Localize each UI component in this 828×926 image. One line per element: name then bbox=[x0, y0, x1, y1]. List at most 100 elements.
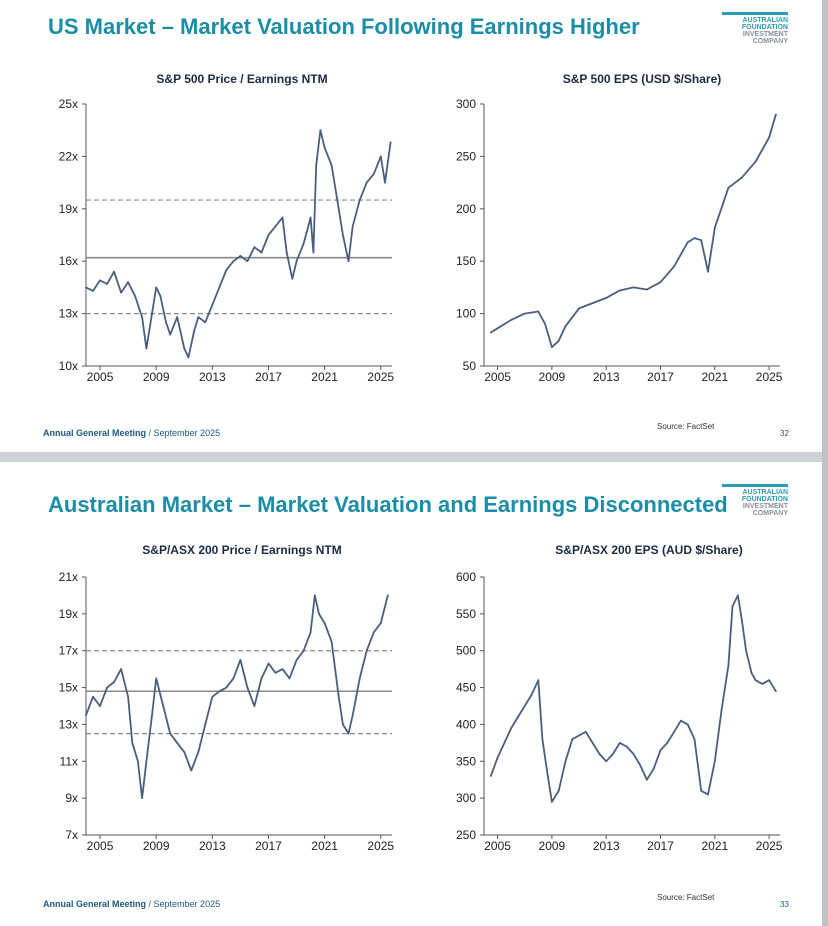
data-point bbox=[737, 594, 739, 597]
x-tick-label: 2009 bbox=[143, 370, 170, 384]
chart-title: S&P 500 Price / Earnings NTM bbox=[156, 72, 328, 86]
y-tick-label: 13x bbox=[59, 717, 78, 731]
x-tick-label: 2021 bbox=[311, 839, 338, 853]
data-point bbox=[578, 734, 580, 737]
data-point bbox=[578, 307, 580, 310]
data-point bbox=[323, 622, 326, 624]
data-point bbox=[523, 705, 526, 707]
data-point bbox=[537, 679, 540, 682]
data-point bbox=[341, 723, 344, 726]
data-point bbox=[612, 753, 614, 755]
y-tick-label: 11x bbox=[60, 754, 78, 768]
data-point bbox=[260, 677, 263, 680]
data-point bbox=[523, 312, 526, 315]
data-point bbox=[741, 176, 743, 179]
y-tick-label: 21x bbox=[59, 570, 78, 584]
data-point bbox=[330, 164, 333, 167]
data-point bbox=[225, 686, 228, 689]
data-point bbox=[169, 732, 172, 735]
data-point bbox=[323, 146, 326, 149]
data-point bbox=[768, 679, 771, 682]
data-point bbox=[750, 671, 753, 674]
data-point bbox=[351, 225, 354, 228]
data-point bbox=[131, 741, 134, 744]
y-tick-label: 100 bbox=[456, 307, 476, 321]
data-point bbox=[372, 631, 375, 634]
data-point bbox=[204, 321, 207, 324]
data-point bbox=[295, 260, 298, 263]
data-point bbox=[584, 730, 587, 733]
data-point bbox=[285, 251, 288, 254]
series-line bbox=[85, 129, 392, 359]
x-tick-label: 2005 bbox=[484, 370, 511, 384]
data-point bbox=[618, 289, 621, 292]
y-tick-label: 9x bbox=[65, 791, 78, 805]
data-point bbox=[183, 347, 186, 350]
y-tick-label: 300 bbox=[456, 97, 476, 111]
data-point bbox=[659, 281, 662, 284]
data-point bbox=[92, 695, 94, 698]
data-point bbox=[267, 662, 270, 665]
x-tick-label: 2025 bbox=[367, 839, 394, 853]
data-point bbox=[351, 714, 354, 717]
data-point bbox=[211, 695, 214, 698]
y-tick-label: 50 bbox=[463, 359, 477, 373]
data-point bbox=[239, 659, 242, 661]
y-tick-label: 150 bbox=[456, 254, 476, 268]
data-point bbox=[605, 296, 608, 299]
data-point bbox=[731, 605, 734, 608]
logo-line: INVESTMENT bbox=[742, 503, 788, 510]
data-point bbox=[120, 291, 122, 294]
slide-33: Australian Market – Market Valuation and… bbox=[0, 462, 822, 926]
data-point bbox=[489, 775, 492, 777]
x-tick-label: 2021 bbox=[311, 370, 338, 384]
data-point bbox=[190, 769, 193, 772]
data-point bbox=[693, 738, 696, 741]
data-point bbox=[745, 649, 747, 652]
data-point bbox=[211, 303, 214, 306]
data-point bbox=[145, 760, 148, 763]
data-point bbox=[218, 690, 221, 693]
data-point bbox=[291, 277, 294, 280]
data-point bbox=[557, 339, 560, 342]
x-tick-label: 2013 bbox=[593, 839, 620, 853]
data-point bbox=[564, 325, 567, 328]
x-tick-label: 2005 bbox=[484, 839, 511, 853]
data-point bbox=[204, 723, 207, 726]
data-point bbox=[260, 251, 263, 254]
data-point bbox=[720, 708, 723, 711]
page-edge bbox=[822, 0, 828, 926]
chart-title: S&P/ASX 200 EPS (AUD $/Share) bbox=[555, 543, 743, 557]
data-point bbox=[372, 172, 375, 175]
data-point bbox=[330, 640, 333, 643]
y-tick-label: 600 bbox=[456, 570, 476, 584]
data-point bbox=[155, 286, 158, 289]
data-point bbox=[379, 155, 382, 158]
data-point bbox=[281, 668, 284, 671]
data-point bbox=[639, 764, 642, 766]
page-number: 32 bbox=[780, 429, 789, 438]
logo-line: INVESTMENT bbox=[742, 31, 788, 38]
data-point bbox=[598, 753, 601, 755]
y-tick-label: 15x bbox=[59, 681, 78, 695]
data-point bbox=[646, 288, 648, 291]
data-point bbox=[225, 269, 228, 271]
data-point bbox=[134, 295, 137, 298]
slide-33-charts: 7x 9x 11x 13x 15x 17x 19x 21x 2005 2009 2013 2017 20… bbox=[59, 570, 783, 853]
data-point bbox=[232, 260, 235, 263]
data-point bbox=[309, 631, 312, 634]
data-point bbox=[713, 760, 716, 763]
data-point bbox=[165, 321, 167, 324]
data-point bbox=[113, 681, 115, 683]
afic-logo: AUSTRALIAN FOUNDATION INVESTMENT COMPANY bbox=[722, 484, 788, 518]
data-point bbox=[341, 234, 344, 236]
data-point bbox=[151, 312, 153, 315]
data-point bbox=[302, 242, 305, 245]
data-point bbox=[686, 723, 689, 726]
data-point bbox=[557, 789, 560, 792]
data-point bbox=[550, 800, 553, 803]
data-point bbox=[183, 751, 186, 753]
data-point bbox=[632, 753, 635, 755]
data-point bbox=[246, 260, 249, 263]
data-point bbox=[693, 237, 696, 240]
